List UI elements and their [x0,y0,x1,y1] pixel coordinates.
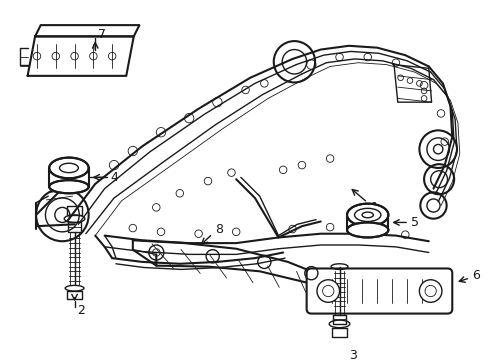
Text: 1: 1 [370,201,378,214]
Text: 5: 5 [410,216,418,229]
Text: 4: 4 [110,171,118,184]
FancyBboxPatch shape [306,269,451,314]
Ellipse shape [346,222,387,238]
Text: 2: 2 [77,304,85,317]
Ellipse shape [346,204,387,226]
Circle shape [316,280,339,302]
Text: 3: 3 [348,349,356,360]
Text: 7: 7 [98,28,106,41]
Text: 8: 8 [215,222,223,235]
Circle shape [419,280,441,302]
Text: 6: 6 [471,270,479,283]
Ellipse shape [49,158,88,178]
Ellipse shape [49,180,88,193]
